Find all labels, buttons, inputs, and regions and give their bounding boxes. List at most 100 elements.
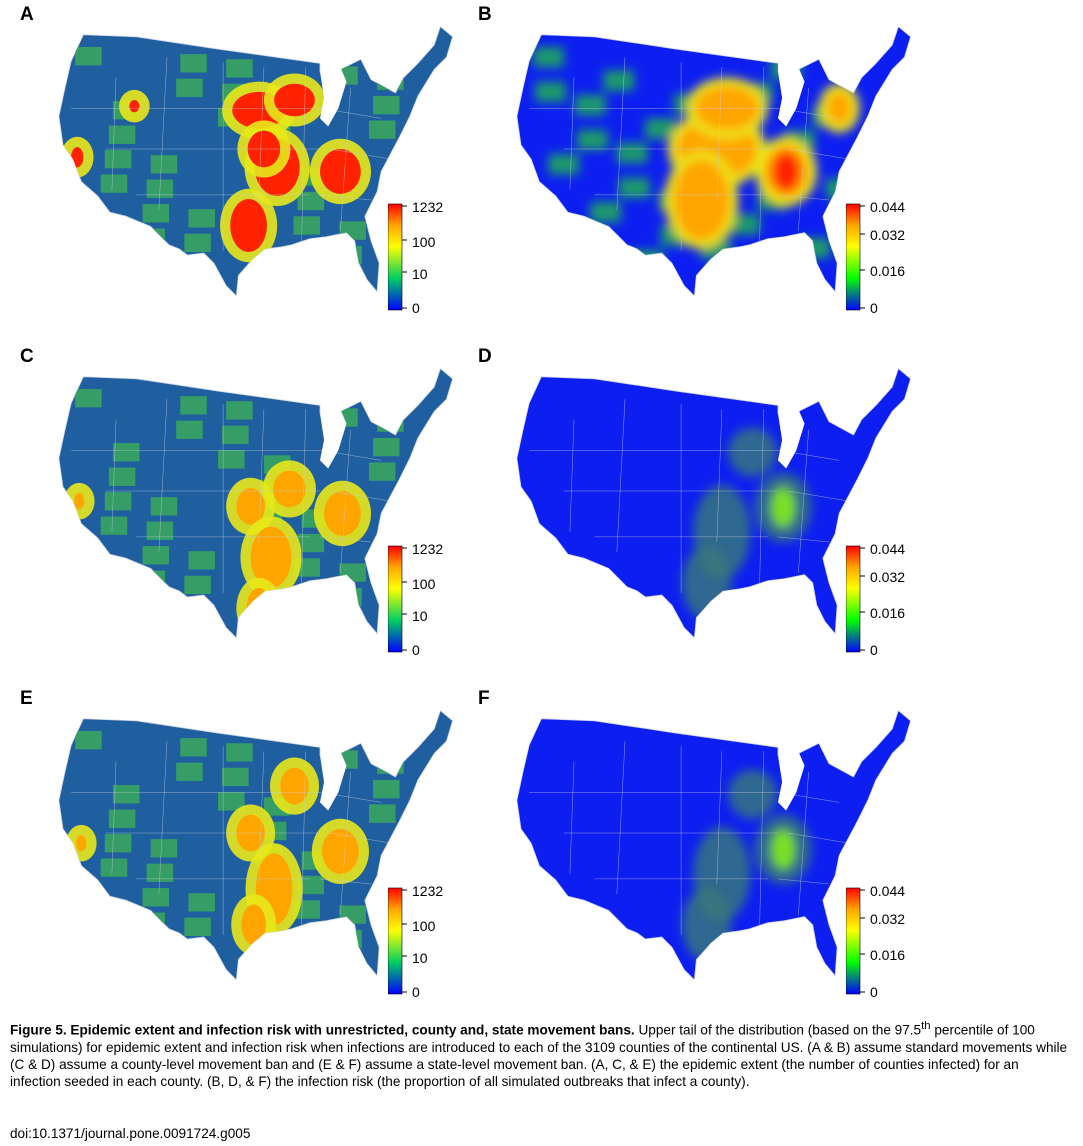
risk-cluster [590,202,621,223]
county-cluster [138,228,165,247]
risk-cluster [577,129,608,151]
colorbar-fill [846,203,861,311]
county-cluster [100,174,128,193]
heat-blob [129,100,140,113]
great-lakes [320,67,347,127]
county-cluster [226,743,253,762]
county-cluster [142,546,170,565]
state-border [158,741,168,895]
heat-blob [230,198,267,253]
heat-blob [236,487,265,525]
county-cluster [297,191,325,211]
risk-cluster [548,154,580,175]
state-border [616,741,626,895]
heat-blob [76,835,87,852]
state-border [111,419,117,532]
county-cluster [373,95,400,115]
panel-e: E 1232 100 10 0 [0,684,540,1024]
map-risk-county-ban [516,367,912,639]
county-cluster [218,792,245,811]
tick-label: 0 [870,984,878,1000]
state-border [759,409,764,583]
risk-cluster [632,249,663,271]
heat-blob [74,493,85,510]
county-cluster [339,563,366,582]
us-map [58,367,454,639]
county-cluster [142,204,170,223]
county-cluster [377,755,404,774]
heat-blob [241,904,266,946]
state-border [798,771,809,915]
risk-blob [672,159,731,241]
panel-label: B [478,4,492,25]
state-border [569,419,575,532]
us-map [58,709,454,981]
state-border [777,194,830,201]
colorbar-fill [846,887,861,995]
county-cluster [180,738,207,757]
panel-a: A 1232 100 10 0 [0,0,540,340]
panel-f: F 0.044 0.032 0.016 0 [458,684,998,1024]
county-cluster [368,804,396,823]
risk-halo [682,888,732,962]
risk-cluster [616,142,648,164]
heat-blob [280,767,309,805]
tick-label: 0 [870,642,878,658]
county-cluster [222,425,249,445]
state-border [111,761,117,874]
county-cluster [180,396,207,415]
risk-cluster [603,70,635,91]
tick-label: 100 [412,576,436,592]
state-border [340,771,351,915]
state-border [258,409,265,543]
tick-label: 0 [870,300,878,316]
county-cluster [184,917,211,937]
panel-c: C 1232 100 10 0 [0,342,540,682]
county-cluster [188,551,215,570]
county-cluster [100,516,128,535]
colorbar-fill [846,545,861,653]
state-border [616,57,626,211]
county-cluster [373,779,400,799]
colorbar-extent [388,203,407,311]
map-extent-state-ban [58,709,454,981]
state-border [340,87,351,231]
state-border [569,77,575,190]
state-border [788,832,850,844]
risk-cluster [575,94,606,116]
state-border [569,761,575,874]
risk-halo [728,769,777,819]
great-lakes [778,67,805,127]
caption-title: Figure 5. Epidemic extent and infection … [10,1022,635,1038]
risk-cluster [561,226,593,247]
state-border [319,194,372,201]
county-cluster [377,413,404,432]
tick-label: 0.016 [870,605,906,621]
state-border [158,399,168,553]
great-lakes [320,751,347,811]
tick-label: 0.044 [870,199,906,215]
risk-cluster [618,177,650,198]
doi-link[interactable]: doi:10.1371/journal.pone.0091724.g005 [10,1126,251,1141]
heat-blob [250,526,292,588]
risk-halo [728,427,777,477]
state-border [777,878,830,885]
county-cluster [104,834,132,853]
heat-blob [274,83,315,117]
risk-peak [770,828,796,870]
heat-halo [236,577,282,638]
risk-cluster [799,237,831,259]
great-lakes [778,751,805,811]
tick-label: 1232 [412,883,444,899]
panel-d: D 0.044 0.032 0.016 0 [458,342,998,682]
colorbar-fill [388,203,403,311]
state-border [798,429,809,573]
heat-blob [322,828,359,874]
risk-cluster [645,118,676,139]
map-risk-state-ban [516,709,912,981]
state-border [788,148,850,160]
county-cluster [150,839,178,858]
county-cluster [104,492,132,511]
colorbar-fill [388,545,403,653]
heat-blob [324,491,361,536]
